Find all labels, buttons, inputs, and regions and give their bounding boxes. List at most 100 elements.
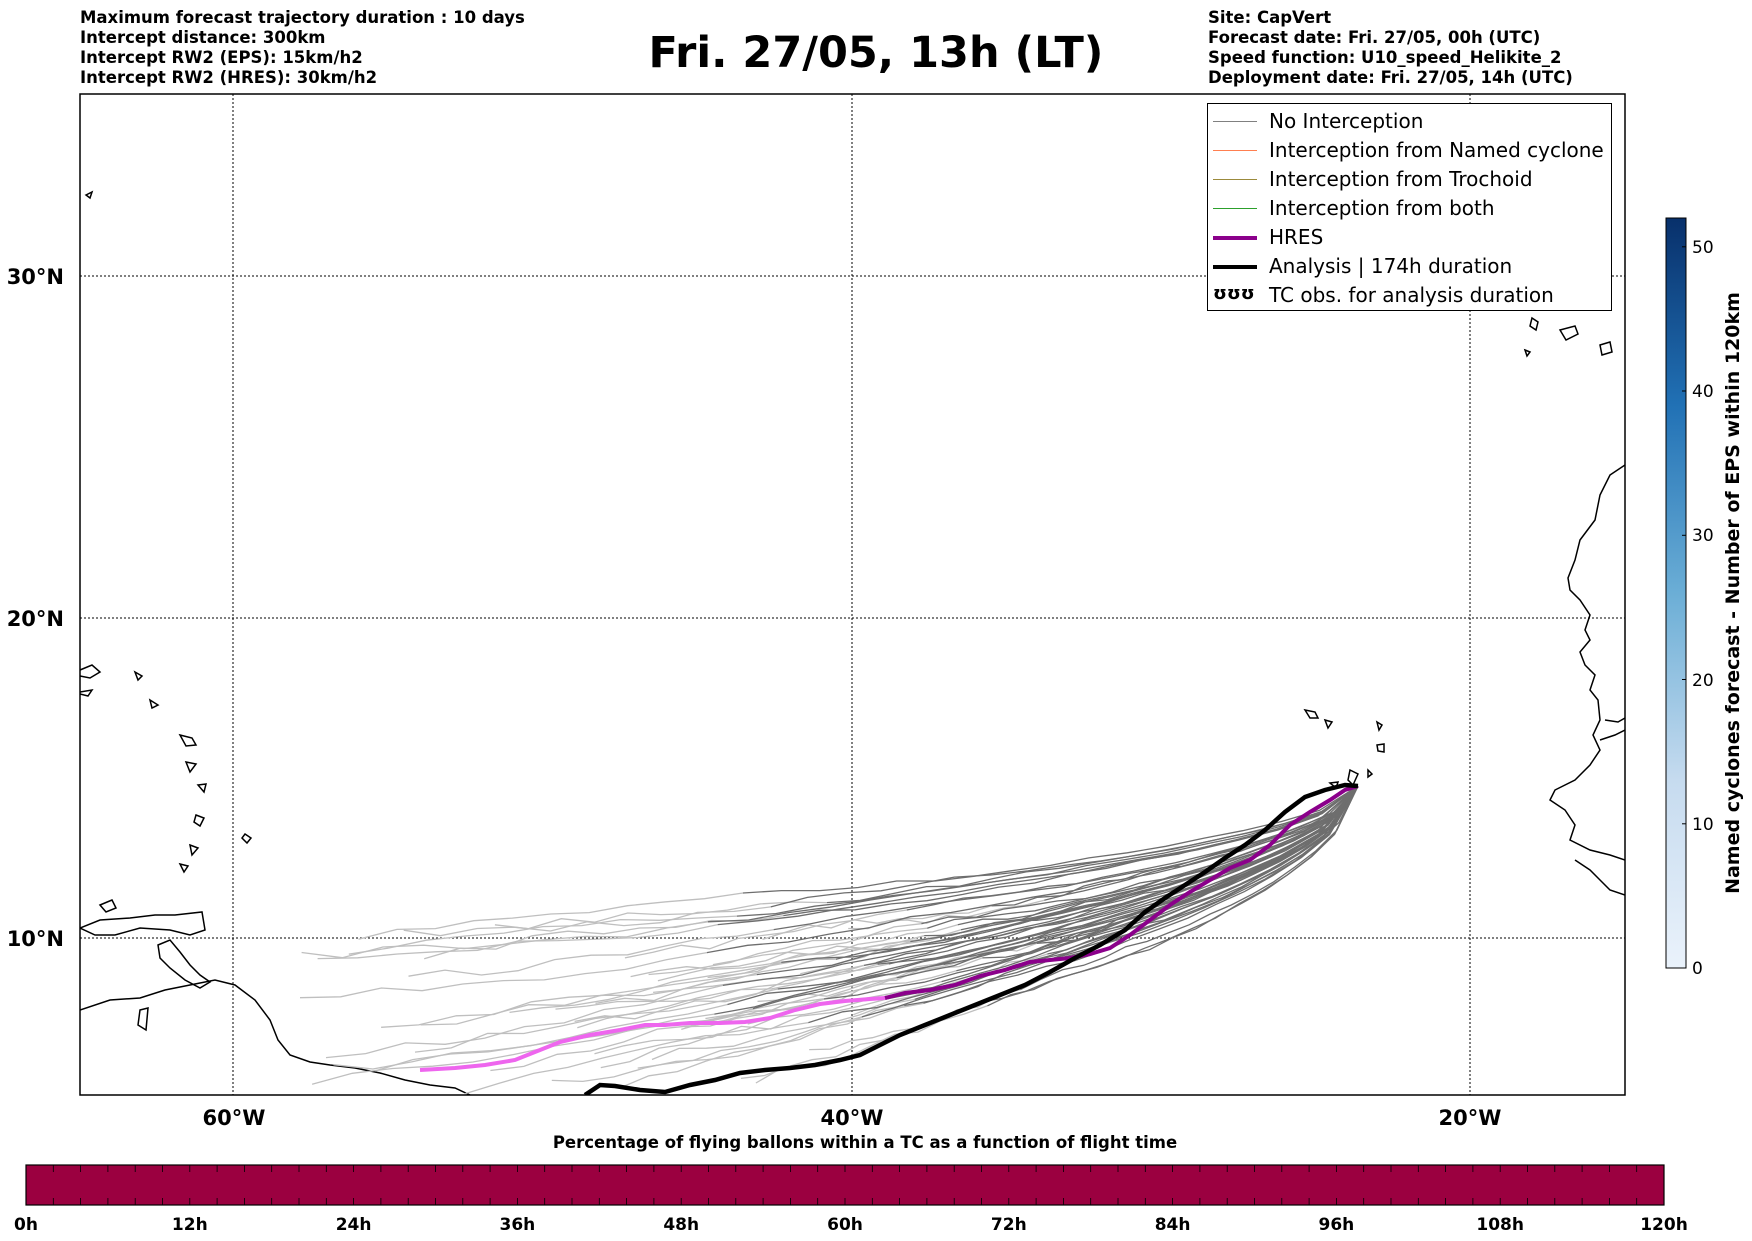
param-intercept-distance: Intercept distance: 300km	[80, 28, 326, 47]
legend-item-both: Interception from both	[1208, 194, 1611, 223]
trajectories-early	[299, 892, 1048, 1095]
site-name: Site: CapVert	[1208, 8, 1332, 27]
site-info: Site: CapVert Forecast date: Fri. 27/05,…	[1208, 8, 1573, 88]
eps-tick-20: 20	[1692, 671, 1714, 691]
trajectory-segment	[657, 927, 928, 982]
legend-item-trochoid: Interception from Trochoid	[1208, 165, 1611, 194]
legend-item-analysis: Analysis | 174h duration	[1208, 252, 1611, 281]
deployment-date: Deployment date: Fri. 27/05, 14h (UTC)	[1208, 68, 1573, 87]
legend-swatch	[1213, 265, 1257, 269]
legend-item-no-interception: No Interception	[1208, 107, 1611, 136]
trajectory-segment	[594, 998, 889, 1055]
eps-tick-10: 10	[1692, 815, 1714, 835]
lat-label-20n: 20°N	[7, 607, 64, 631]
legend-swatch	[1213, 121, 1257, 122]
trajectory-segment	[464, 1021, 809, 1095]
trajectory-segment	[777, 785, 1359, 990]
hres-trajectory-early	[419, 996, 886, 1072]
trajectories-late	[706, 785, 1359, 1024]
analysis-trajectory	[583, 782, 1359, 1095]
trajectory-segment	[982, 785, 1359, 959]
trajectory-segment	[762, 905, 992, 941]
flight-time-colorbar-labels: 0h 12h 24h 36h 48h 60h 72h 84h 96h 108h 120h	[14, 1215, 1688, 1235]
trajectory-segment	[408, 928, 774, 977]
trajectory-segment	[712, 929, 962, 966]
trajectory-segment	[317, 923, 718, 960]
eps-tick-30: 30	[1692, 526, 1714, 546]
trajectory-segment	[490, 998, 825, 1072]
trajectory-segment	[853, 953, 1048, 1016]
trajectory-segment	[707, 785, 1359, 923]
legend-swatch	[1213, 236, 1257, 240]
trajectory-segment	[1036, 785, 1359, 944]
trajectory-segment	[752, 785, 1359, 1010]
trajectory-segment	[299, 951, 708, 999]
trajectory-segment	[888, 785, 1359, 965]
trajectory-segment	[333, 1003, 728, 1070]
lon-label-60w: 60°W	[203, 1106, 266, 1130]
trajectory-segment	[600, 996, 893, 1069]
trajectory-segment	[887, 785, 1359, 1000]
trajectory-segment	[577, 963, 878, 1029]
legend-label: Analysis | 174h duration	[1269, 254, 1513, 278]
lat-label-30n: 30°N	[7, 265, 64, 289]
eps-colorbar-ticks	[1682, 246, 1686, 969]
map-frame	[79, 93, 1626, 1096]
trajectory-segment	[991, 785, 1359, 907]
coastline	[80, 190, 1625, 1095]
legend-swatch	[1213, 150, 1257, 151]
trajectory-segment	[707, 924, 958, 979]
param-intercept-hres: Intercept RW2 (HRES): 30km/h2	[80, 68, 378, 87]
trajectory-segment	[783, 785, 1359, 917]
trajectory-segment	[1044, 785, 1359, 901]
trajectory-segment	[742, 785, 1359, 894]
eps-colorbar	[1665, 217, 1687, 969]
trajectory-segment	[722, 785, 1359, 987]
trajectory-segment	[773, 785, 1359, 931]
trajectory-segment	[861, 785, 1359, 1018]
flight-time-label: 0h	[14, 1215, 38, 1235]
flight-time-label: 36h	[500, 1215, 536, 1235]
trajectory-segment	[381, 973, 757, 1028]
flight-time-label: 24h	[336, 1215, 372, 1235]
flight-time-label: 12h	[172, 1215, 208, 1235]
trajectory-segment	[957, 785, 1359, 926]
eps-tick-50: 50	[1692, 238, 1714, 258]
legend-label: Interception from both	[1269, 196, 1495, 220]
legend-label: Interception from Named cyclone	[1269, 138, 1604, 162]
lat-label-10n: 10°N	[7, 927, 64, 951]
trajectory-segment	[1047, 785, 1359, 955]
trajectory-segment	[1020, 785, 1359, 991]
legend-label: TC obs. for analysis duration	[1269, 283, 1554, 307]
trajectory-segment	[904, 785, 1359, 1007]
legend-label: Interception from Trochoid	[1269, 167, 1533, 191]
eps-tick-40: 40	[1692, 382, 1714, 402]
trajectory-segment	[896, 785, 1359, 979]
eps-tick-0: 0	[1692, 959, 1703, 979]
trajectory-segment	[574, 962, 877, 1023]
hres-trajectory-late	[884, 784, 1359, 1000]
flight-time-label: 84h	[1155, 1215, 1191, 1235]
flight-time-label: 108h	[1476, 1215, 1524, 1235]
legend-item-hres: HRES	[1208, 223, 1611, 252]
trajectory-segment	[358, 892, 743, 940]
figure-title: Fri. 27/05, 13h (LT)	[648, 28, 1104, 78]
trajectory-segment	[637, 998, 915, 1069]
trajectory-segment	[551, 1016, 863, 1083]
param-intercept-eps: Intercept RW2 (EPS): 15km/h2	[80, 48, 363, 67]
trajectory-segment	[509, 958, 836, 1014]
flight-time-label: 48h	[663, 1215, 699, 1235]
lon-label-20w: 20°W	[1439, 1106, 1502, 1130]
tc-symbol-icon: ʊʊʊ	[1213, 283, 1255, 304]
flight-time-label: 60h	[827, 1215, 863, 1235]
legend-label: No Interception	[1269, 109, 1424, 133]
trajectory-segment	[648, 923, 922, 976]
trajectory-segment	[987, 785, 1359, 1007]
param-trajectory-duration: Maximum forecast trajectory duration : 1…	[80, 8, 525, 27]
trajectory-segment	[325, 984, 724, 1059]
trajectory-segment	[624, 909, 907, 959]
trajectory-segment	[717, 785, 1359, 926]
legend-swatch	[1213, 208, 1257, 209]
trajectory-segment	[348, 915, 737, 955]
